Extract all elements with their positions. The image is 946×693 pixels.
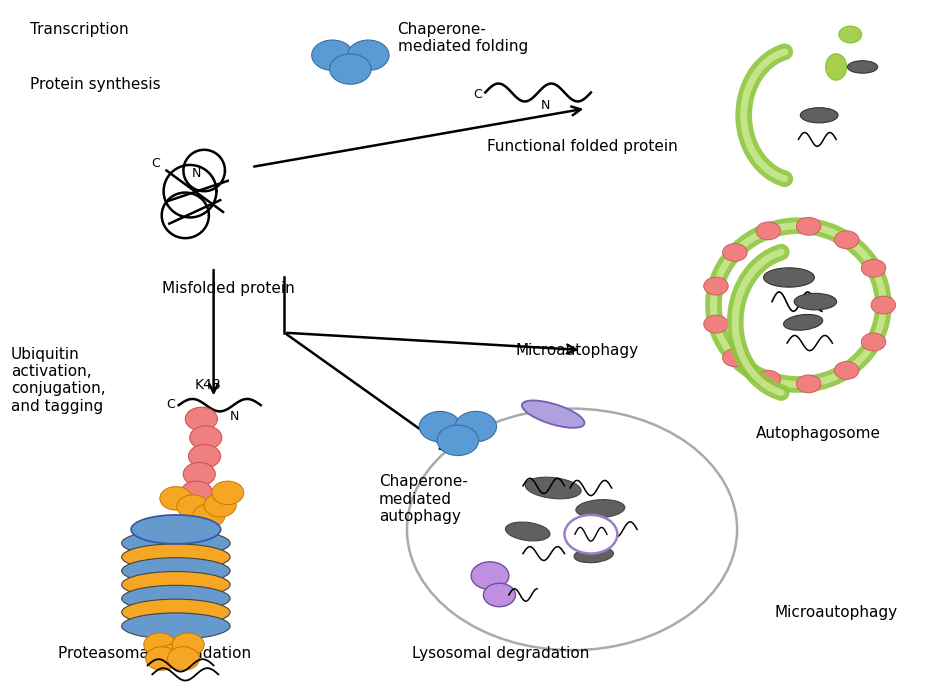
Text: C: C [166,398,175,411]
Ellipse shape [576,500,624,518]
Text: Chaperone-
mediated folding: Chaperone- mediated folding [397,22,528,55]
Circle shape [212,481,244,505]
Circle shape [871,296,896,314]
Circle shape [756,222,780,240]
Text: Chaperone-
mediated
autophagy: Chaperone- mediated autophagy [378,474,467,524]
Text: Lysosomal degradation: Lysosomal degradation [412,646,589,660]
Circle shape [723,243,747,261]
Text: C: C [151,157,160,170]
Ellipse shape [522,401,585,428]
Circle shape [419,412,461,441]
Circle shape [437,426,479,455]
Ellipse shape [763,267,815,287]
Circle shape [797,375,821,393]
Text: Proteasomal degradation: Proteasomal degradation [58,646,251,660]
Ellipse shape [826,54,847,80]
Circle shape [483,584,516,606]
Circle shape [834,362,859,379]
Text: Transcription: Transcription [29,22,129,37]
Circle shape [471,562,509,590]
Text: C: C [473,88,482,100]
Circle shape [797,218,821,235]
Circle shape [839,26,862,43]
Circle shape [144,633,176,656]
Circle shape [185,407,218,431]
Circle shape [190,426,221,449]
Text: Protein synthesis: Protein synthesis [29,78,160,92]
Ellipse shape [122,572,230,598]
Ellipse shape [783,315,823,331]
Ellipse shape [505,522,550,541]
Circle shape [861,259,885,277]
Ellipse shape [122,599,230,625]
Circle shape [347,40,389,71]
Text: Microautophagy: Microautophagy [775,605,898,620]
Text: Microautophagy: Microautophagy [516,343,639,358]
Circle shape [723,349,747,367]
Circle shape [756,370,780,388]
Circle shape [172,633,204,656]
Text: Ubiquitin
activation,
conjugation,
and tagging: Ubiquitin activation, conjugation, and t… [10,346,105,414]
Polygon shape [730,238,867,372]
Ellipse shape [122,586,230,611]
Ellipse shape [122,544,230,570]
Circle shape [146,647,178,670]
Ellipse shape [525,477,581,499]
Circle shape [188,444,220,468]
Text: Functional folded protein: Functional folded protein [487,139,678,155]
Circle shape [312,40,353,71]
Circle shape [407,409,737,650]
Circle shape [184,499,216,523]
Ellipse shape [800,107,838,123]
Ellipse shape [848,61,878,73]
Circle shape [565,515,618,554]
Ellipse shape [122,558,230,584]
Circle shape [193,504,225,527]
Circle shape [861,333,885,351]
Circle shape [181,481,213,505]
Circle shape [834,231,859,249]
Circle shape [204,493,236,517]
Circle shape [704,277,728,295]
Circle shape [329,54,371,85]
Circle shape [704,315,728,333]
Ellipse shape [122,613,230,639]
Ellipse shape [795,293,836,310]
Ellipse shape [122,530,230,556]
Text: Misfolded protein: Misfolded protein [162,281,294,296]
Ellipse shape [131,515,220,544]
Circle shape [455,412,497,441]
Text: N: N [541,99,551,112]
Circle shape [167,647,200,670]
Text: Autophagosome: Autophagosome [756,426,881,441]
Text: K48: K48 [195,378,221,392]
Text: N: N [230,410,239,423]
Text: N: N [192,167,201,180]
Ellipse shape [574,547,613,563]
Circle shape [160,486,192,510]
Circle shape [184,462,216,486]
Circle shape [158,644,190,667]
Circle shape [177,495,209,518]
